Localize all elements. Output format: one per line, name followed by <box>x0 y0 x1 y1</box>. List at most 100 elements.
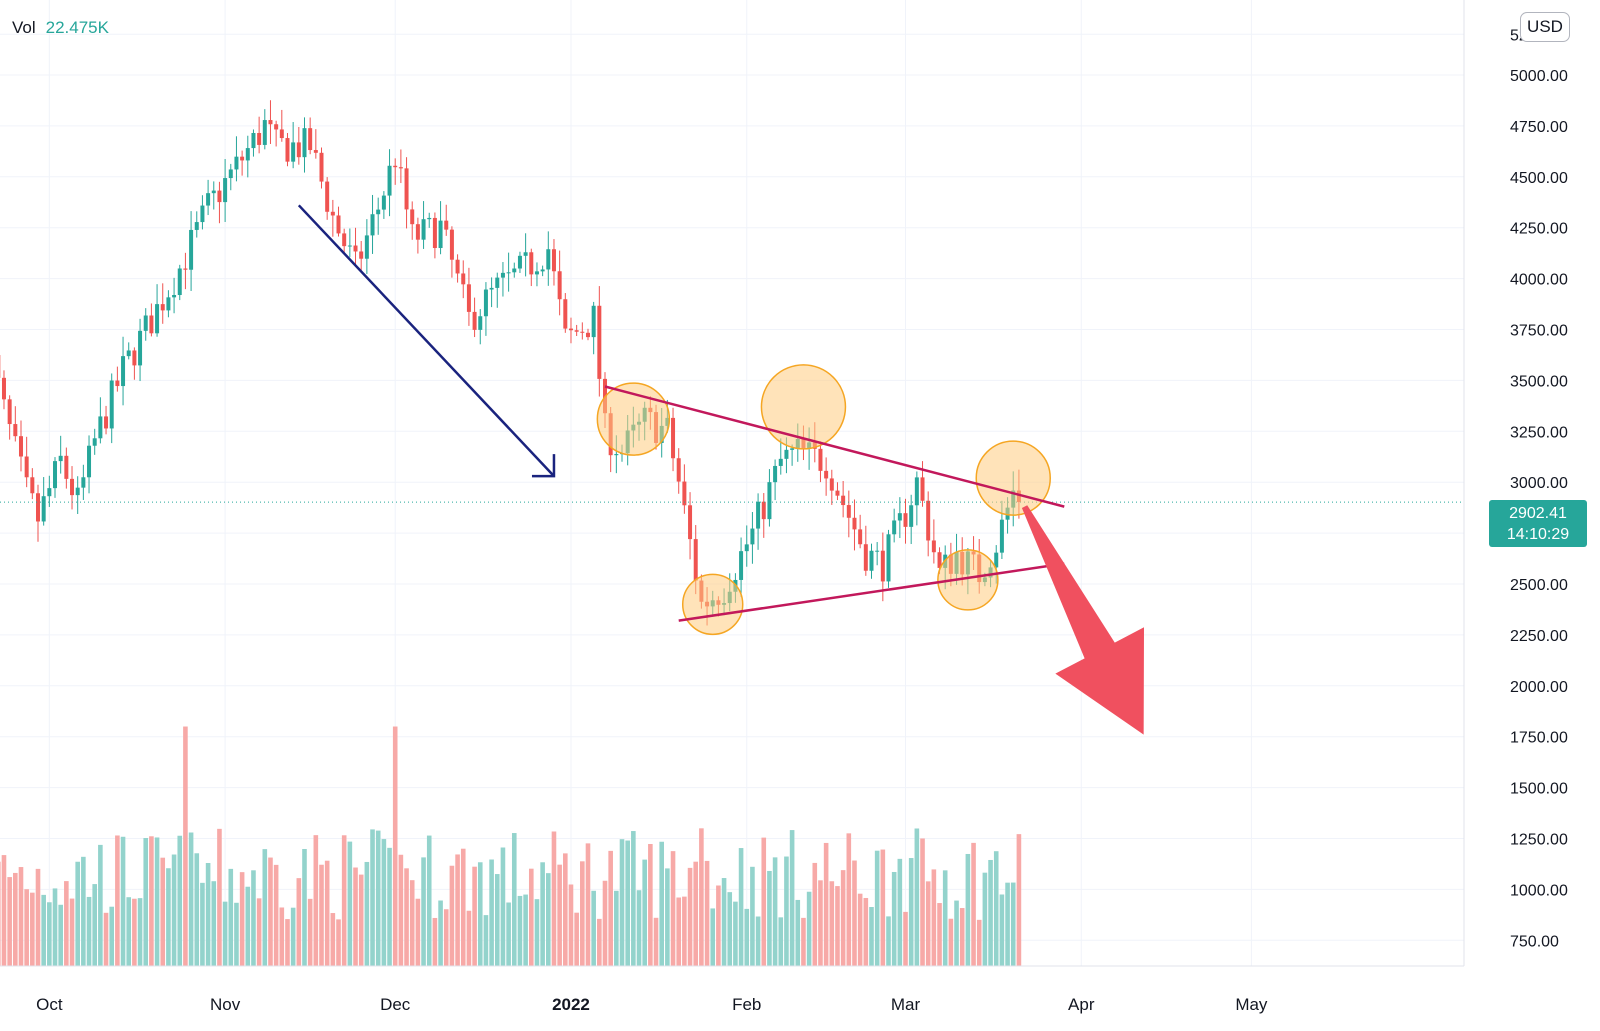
volume-bar <box>535 899 540 966</box>
candle-body <box>93 438 97 445</box>
volume-bar <box>886 916 891 966</box>
price-tick-label: 750.00 <box>1510 933 1559 950</box>
volume-bar <box>875 851 880 966</box>
bar-countdown: 14:10:29 <box>1489 524 1587 545</box>
candle-body <box>592 306 596 337</box>
candle-body <box>841 496 845 505</box>
price-tick-label: 4250.00 <box>1510 221 1568 238</box>
volume-bar <box>376 831 381 966</box>
candle-body <box>76 488 80 495</box>
volume-bar <box>761 838 766 966</box>
candle-body <box>359 251 363 258</box>
candle-body <box>229 169 233 178</box>
volume-bar <box>546 873 551 966</box>
volume-bar <box>13 873 18 966</box>
candle-body <box>132 350 136 365</box>
candle-body <box>869 551 873 571</box>
volume-bar <box>308 899 313 966</box>
volume-bar <box>852 861 857 966</box>
volume-bar <box>1017 834 1022 966</box>
candle-body <box>121 356 125 386</box>
volume-bar <box>631 831 636 966</box>
candle-body <box>280 129 284 138</box>
volume-bar <box>121 837 126 966</box>
volume-bar <box>285 919 290 966</box>
volume-bar <box>399 855 404 966</box>
volume-bar <box>603 881 608 966</box>
highlight-circle <box>683 574 743 634</box>
candle-body <box>926 501 930 541</box>
volume-bar <box>614 891 619 966</box>
volume-bar <box>410 880 415 966</box>
volume-bar <box>461 849 466 966</box>
volume-bar <box>1000 894 1005 966</box>
volume-bar <box>450 866 455 966</box>
candle-body <box>490 288 494 290</box>
currency-button[interactable]: USD <box>1520 12 1570 42</box>
candle-body <box>881 551 885 582</box>
highlight-circle <box>761 365 845 449</box>
candlesticks <box>0 100 1021 625</box>
volume-bar <box>365 862 370 966</box>
candle-body <box>767 482 771 519</box>
candle-body <box>217 191 221 203</box>
candle-body <box>501 273 505 278</box>
price-tick-label: 2250.00 <box>1510 628 1568 645</box>
candle-body <box>416 224 420 240</box>
volume-bar <box>126 897 131 966</box>
candle-body <box>240 157 244 161</box>
candle-body <box>25 457 29 478</box>
volume-bar <box>64 881 69 966</box>
candle-body <box>688 505 692 539</box>
candle-body <box>308 128 312 150</box>
candle-body <box>580 332 584 333</box>
volume-bar <box>342 835 347 966</box>
price-tick-label: 4750.00 <box>1510 119 1568 136</box>
volume-bar <box>257 898 262 966</box>
volume-bar <box>512 833 517 966</box>
volume-bar <box>240 872 245 966</box>
candle-body <box>773 466 777 482</box>
volume-bar <box>637 890 642 966</box>
volume-bar <box>920 838 925 966</box>
candle-body <box>42 496 46 521</box>
volume-bar <box>654 918 659 966</box>
candle-body <box>507 272 511 273</box>
candle-body <box>529 252 533 274</box>
time-tick-label: 2022 <box>552 995 590 1014</box>
candle-body <box>614 454 618 455</box>
price-tick-label: 3000.00 <box>1510 475 1568 492</box>
candle-body <box>484 290 488 317</box>
candle-body <box>790 448 794 449</box>
candle-body <box>274 124 278 129</box>
drawings[interactable] <box>0 205 1464 734</box>
volume-bar <box>172 855 177 966</box>
volume-bar <box>149 836 154 966</box>
volume-bar <box>53 888 58 966</box>
volume-bar <box>433 918 438 966</box>
volume-bar <box>7 877 12 966</box>
candle-body <box>852 518 856 530</box>
candle-body <box>427 218 431 219</box>
volume-legend-label: Vol <box>12 18 36 37</box>
volume-bar <box>314 835 319 966</box>
candle-body <box>183 268 187 269</box>
volume-bar <box>70 899 75 966</box>
candle-body <box>858 529 862 544</box>
volume-bar <box>563 853 568 966</box>
candle-body <box>818 449 822 471</box>
volume-bar <box>518 896 523 966</box>
candle-body <box>830 478 834 490</box>
volume-bar <box>648 844 653 966</box>
candle-body <box>892 520 896 534</box>
volume-bars <box>0 727 1021 966</box>
candle-body <box>70 479 74 495</box>
volume-bar <box>784 857 789 966</box>
candle-body <box>779 459 783 466</box>
volume-bar <box>2 855 7 966</box>
volume-bar <box>495 874 500 966</box>
volume-bar <box>200 883 205 966</box>
